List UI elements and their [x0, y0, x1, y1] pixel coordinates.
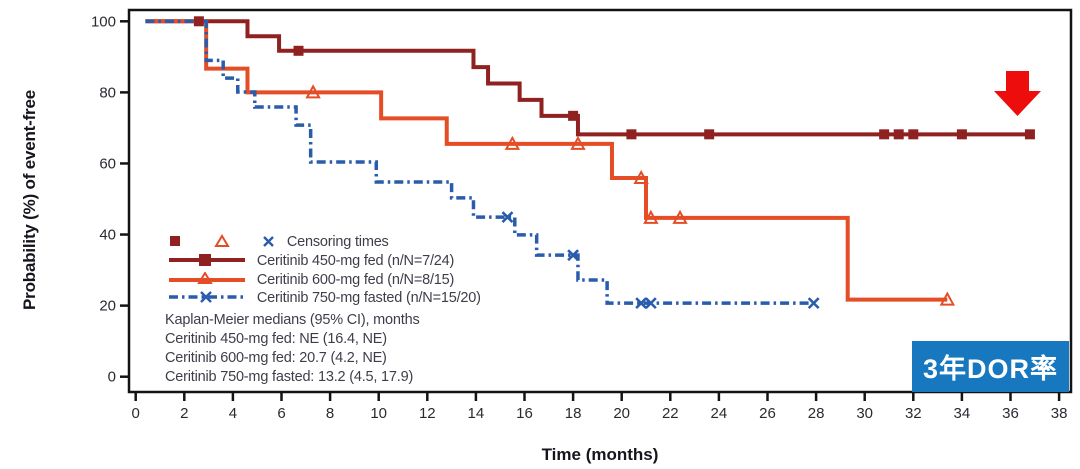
legend-median-450: Ceritinib 450-mg fed: NE (16.4, NE) [165, 331, 387, 347]
legend-label-600: Ceritinib 600-mg fed (n/N=8/15) [256, 272, 455, 288]
legend-medians-title: Kaplan-Meier medians (95% CI), months [165, 312, 420, 328]
x-tick-label: 36 [1002, 405, 1019, 422]
plot-border [127, 8, 1073, 394]
x-axis-title: Time (months) [541, 445, 659, 464]
highlight-arrow-icon [994, 71, 1041, 116]
x-tick-label: 4 [229, 405, 237, 422]
censor-triangle-icon [643, 209, 659, 224]
censor-square-icon [568, 110, 579, 121]
x-tick-label: 20 [613, 405, 630, 422]
censor-triangle-icon [504, 135, 521, 150]
series-line-2 [145, 19, 814, 305]
x-tick-label: 24 [711, 405, 728, 422]
legend-median-600: Ceritinib 600-mg fed: 20.7 (4.2, NE) [165, 350, 387, 366]
dor-rate-annotation: 3年DOR率 [912, 341, 1069, 392]
censor-square-icon [704, 129, 715, 140]
censor-square-icon [956, 129, 967, 140]
x-tick-label: 34 [954, 405, 971, 422]
x-tick-label: 12 [419, 405, 436, 422]
censor-x-icon [501, 211, 514, 224]
x-tick-label: 2 [180, 405, 188, 422]
legend-line-450-icon [169, 254, 245, 266]
series-line-1 [145, 19, 948, 302]
x-tick-label: 30 [856, 405, 873, 422]
censor-x-icon [807, 297, 820, 310]
x-tick-label: 14 [468, 405, 485, 422]
x-tick-label: 32 [905, 405, 922, 422]
legend-censoring-label: Censoring times [286, 234, 389, 250]
legend-median-750: Ceritinib 750-mg fasted: 13.2 (4.5, 17.9… [165, 369, 414, 385]
legend-line-600-icon [169, 271, 245, 284]
censor-square-icon [879, 129, 890, 140]
censor-square-icon [193, 16, 204, 27]
y-tick-label: 100 [91, 13, 116, 30]
censor-triangle-icon [939, 291, 956, 306]
legend-row-450: Ceritinib 450-mg fed (n/N=7/24) [168, 253, 454, 269]
censor-square-icon [893, 129, 904, 140]
legend-line-750-icon [169, 291, 245, 303]
x-tick-label: 18 [565, 405, 582, 422]
legend-row-750: Ceritinib 750-mg fasted (n/N=15/20) [168, 290, 481, 306]
y-tick-label: 20 [99, 298, 116, 315]
y-tick-label: 40 [99, 227, 116, 244]
legend-label-750: Ceritinib 750-mg fasted (n/N=15/20) [256, 290, 481, 306]
censor-x-icon [567, 249, 580, 262]
series-line-0 [145, 19, 1033, 137]
censor-triangle-icon [305, 84, 321, 99]
censor-square-icon [626, 129, 637, 140]
censor-square-icon [1024, 129, 1035, 140]
y-tick-label: 60 [99, 155, 116, 172]
x-tick-label: 22 [662, 405, 679, 422]
censor-square-icon [293, 45, 304, 56]
x-tick-label: 26 [759, 405, 776, 422]
censor-x-icon [635, 297, 648, 310]
y-tick-label: 0 [108, 369, 116, 386]
legend-label-450: Ceritinib 450-mg fed (n/N=7/24) [256, 253, 455, 269]
x-tick-label: 28 [808, 405, 825, 422]
censor-triangle-icon [633, 169, 649, 185]
legend-censoring-row: Censoring times [169, 234, 389, 250]
censoring-markers-icon [170, 234, 274, 247]
legend-row-600: Ceritinib 600-mg fed (n/N=8/15) [168, 271, 455, 288]
censor-triangle-icon [570, 135, 586, 150]
x-tick-label: 16 [516, 405, 533, 422]
censor-triangle-icon [672, 209, 688, 224]
x-tick-label: 8 [326, 405, 334, 422]
x-tick-label: 10 [370, 405, 387, 422]
x-tick-label: 0 [132, 405, 140, 422]
censor-square-icon [908, 129, 919, 140]
y-tick-label: 80 [99, 84, 116, 101]
censor-x-icon [644, 297, 657, 310]
x-tick-label: 6 [277, 405, 285, 422]
x-tick-label: 38 [1051, 405, 1068, 422]
